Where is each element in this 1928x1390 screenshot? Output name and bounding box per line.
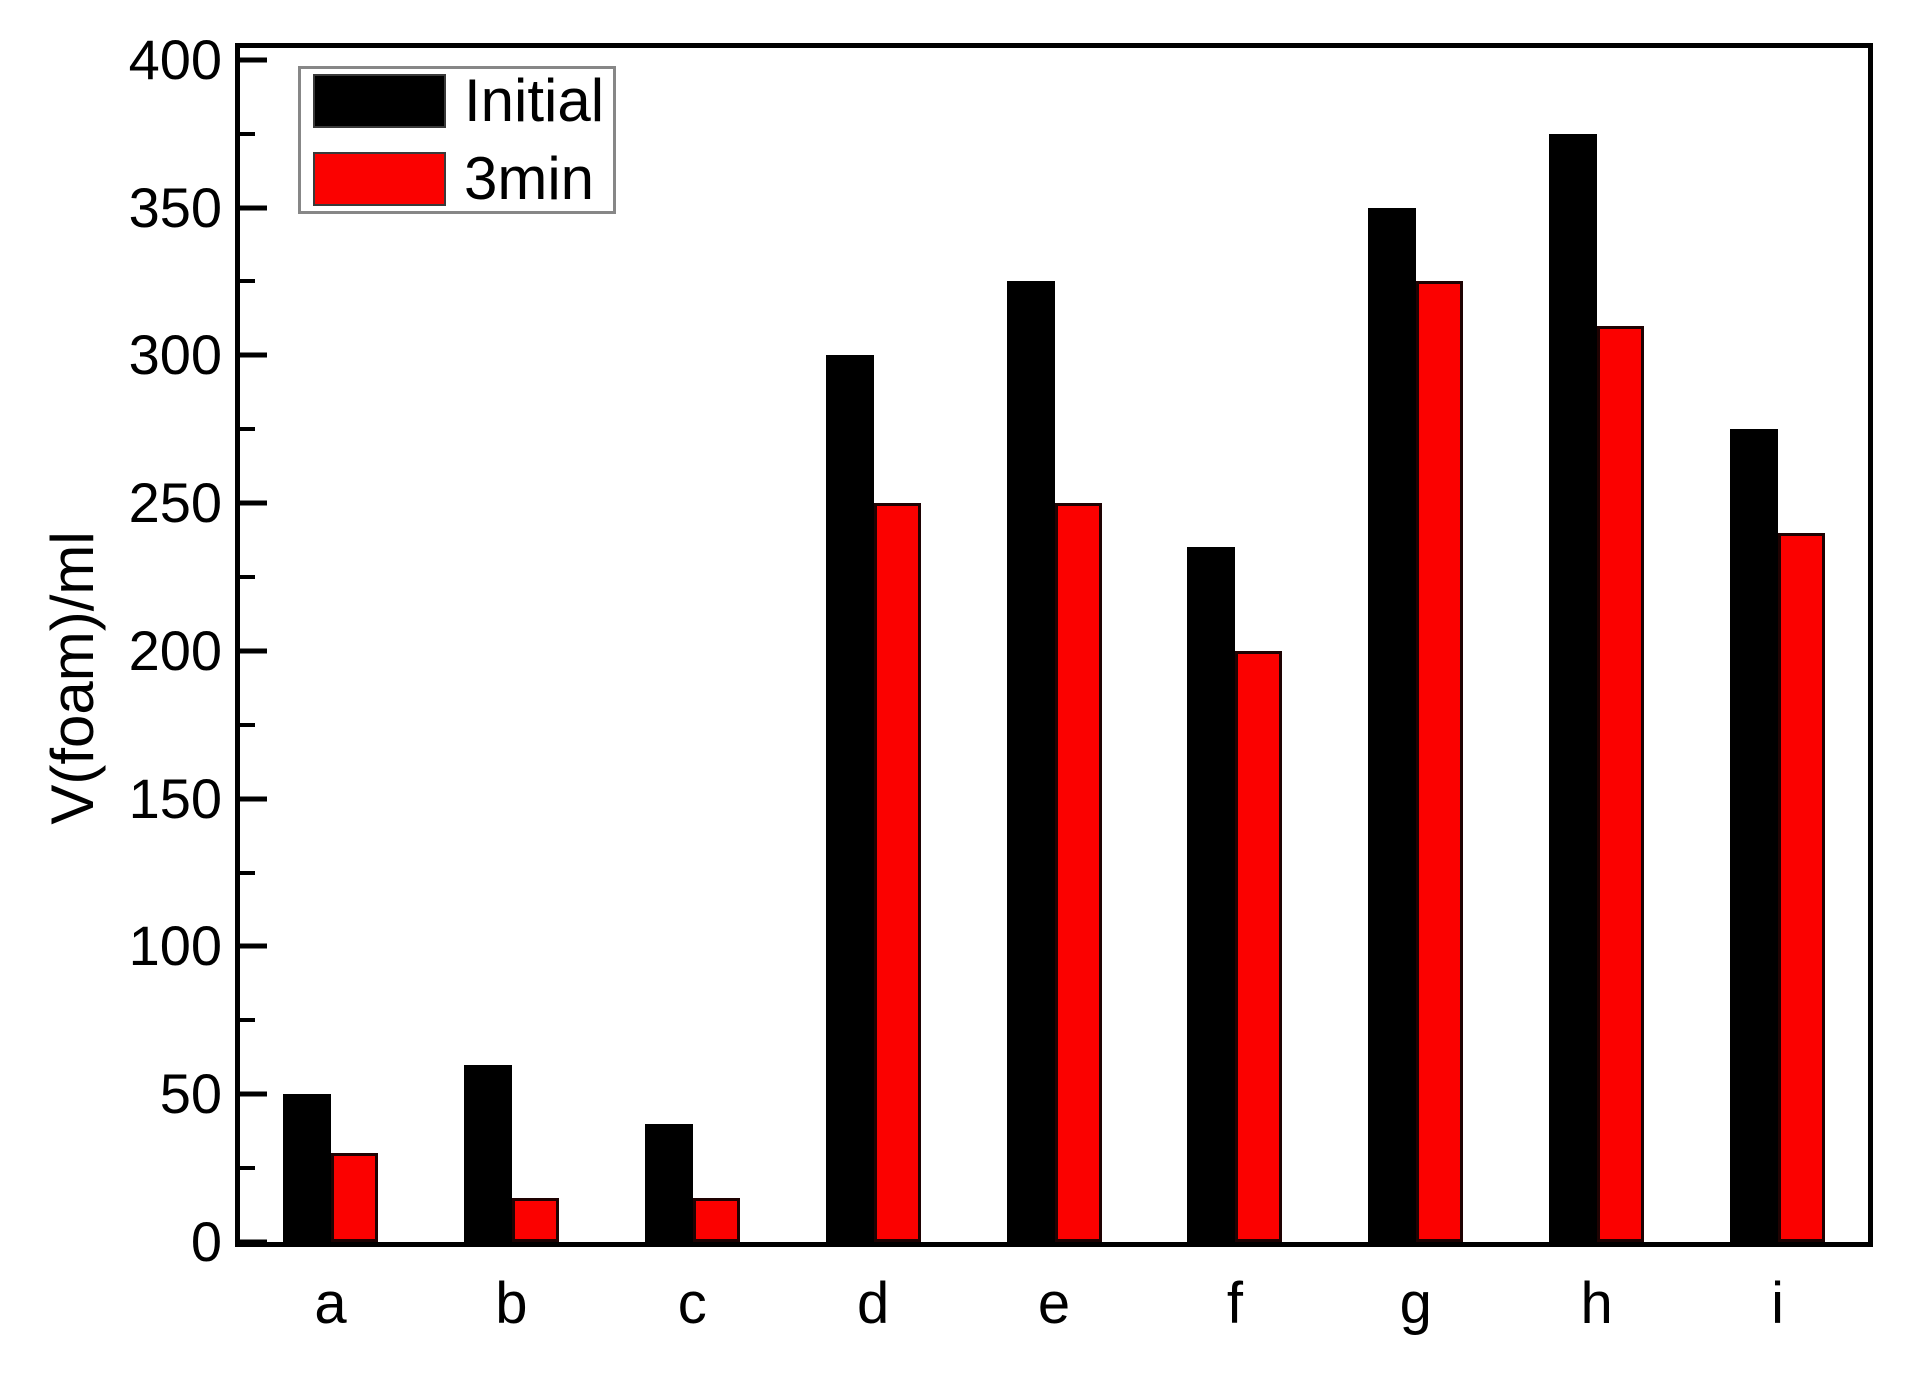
y-minor-tick-175 — [240, 722, 255, 727]
x-label-b: b — [495, 1271, 528, 1336]
bar-group-d — [783, 48, 964, 1242]
y-tick-label-400: 400 — [128, 27, 222, 91]
y-major-tick-150 — [240, 796, 267, 802]
x-axis-labels: a b c d e f g h i — [240, 1272, 1868, 1336]
bar-group-e — [964, 48, 1145, 1242]
bar-group-a — [240, 48, 421, 1242]
y-minor-tick-125 — [240, 870, 255, 875]
bar-group-f — [1144, 48, 1325, 1242]
y-minor-tick-25 — [240, 1166, 255, 1171]
y-tick-label-0: 0 — [190, 1210, 222, 1273]
bar-3min-g — [1416, 281, 1464, 1242]
bar-3min-c — [692, 1197, 740, 1242]
bar-group-i — [1687, 48, 1868, 1242]
legend-label-initial: Initial — [464, 67, 605, 134]
bar-initial-h — [1549, 133, 1598, 1242]
bar-group-b — [421, 48, 602, 1242]
y-tick-label-200: 200 — [128, 618, 222, 682]
bar-initial-g — [1368, 207, 1417, 1242]
legend-swatch-initial — [313, 74, 446, 128]
x-label-i: i — [1771, 1271, 1785, 1336]
bar-3min-a — [330, 1153, 378, 1242]
bar-3min-i — [1778, 532, 1826, 1242]
y-major-tick-400 — [240, 57, 267, 63]
y-minor-tick-75 — [240, 1018, 255, 1023]
y-tick-label-50: 50 — [159, 1062, 222, 1126]
y-axis-tick-labels: 0 50 100 150 200 250 300 350 400 — [0, 31, 222, 1269]
y-major-tick-100 — [240, 943, 267, 949]
y-tick-label-300: 300 — [128, 323, 222, 387]
y-tick-label-100: 100 — [128, 914, 222, 978]
y-minor-tick-325 — [240, 279, 255, 284]
y-major-tick-300 — [240, 352, 267, 358]
x-label-d: d — [856, 1271, 890, 1336]
y-major-tick-350 — [240, 205, 267, 211]
bar-group-g — [1325, 48, 1506, 1242]
y-major-tick-250 — [240, 500, 267, 506]
y-minor-tick-275 — [240, 427, 255, 432]
plot-area: Initial 3min — [235, 43, 1873, 1247]
y-major-tick-200 — [240, 648, 267, 654]
legend-label-3min: 3min — [464, 145, 595, 212]
bar-initial-a — [282, 1094, 331, 1242]
y-major-tick-0 — [240, 1239, 267, 1245]
bar-initial-f — [1187, 547, 1236, 1242]
y-minor-tick-375 — [240, 131, 255, 136]
y-minor-tick-225 — [240, 575, 255, 580]
y-tick-label-350: 350 — [128, 175, 222, 239]
bar-3min-h — [1597, 325, 1645, 1242]
y-major-tick-50 — [240, 1091, 267, 1097]
legend-swatch-3min — [313, 152, 446, 206]
bar-group-h — [1506, 48, 1687, 1242]
legend-item-3min: 3min — [313, 149, 613, 209]
y-tick-label-250: 250 — [128, 471, 222, 535]
x-label-a: a — [314, 1271, 347, 1336]
y-axis-ticks — [240, 48, 1868, 1245]
bar-3min-d — [873, 503, 921, 1242]
x-label-c: c — [677, 1271, 707, 1336]
x-label-g: g — [1399, 1271, 1432, 1336]
bar-initial-e — [1006, 281, 1055, 1242]
bars-layer — [240, 48, 1868, 1242]
bar-3min-e — [1054, 503, 1102, 1242]
legend: Initial 3min — [298, 66, 616, 214]
bar-3min-b — [511, 1197, 559, 1242]
bar-3min-f — [1235, 650, 1283, 1242]
bar-initial-i — [1730, 429, 1779, 1242]
legend-item-initial: Initial — [313, 71, 613, 131]
bar-group-c — [602, 48, 783, 1242]
x-label-h: h — [1580, 1271, 1613, 1336]
x-label-f: f — [1226, 1271, 1243, 1336]
bar-initial-d — [825, 355, 874, 1242]
y-tick-label-150: 150 — [128, 766, 222, 830]
bar-initial-b — [463, 1064, 512, 1242]
bar-initial-c — [644, 1123, 693, 1242]
x-label-e: e — [1037, 1271, 1071, 1336]
